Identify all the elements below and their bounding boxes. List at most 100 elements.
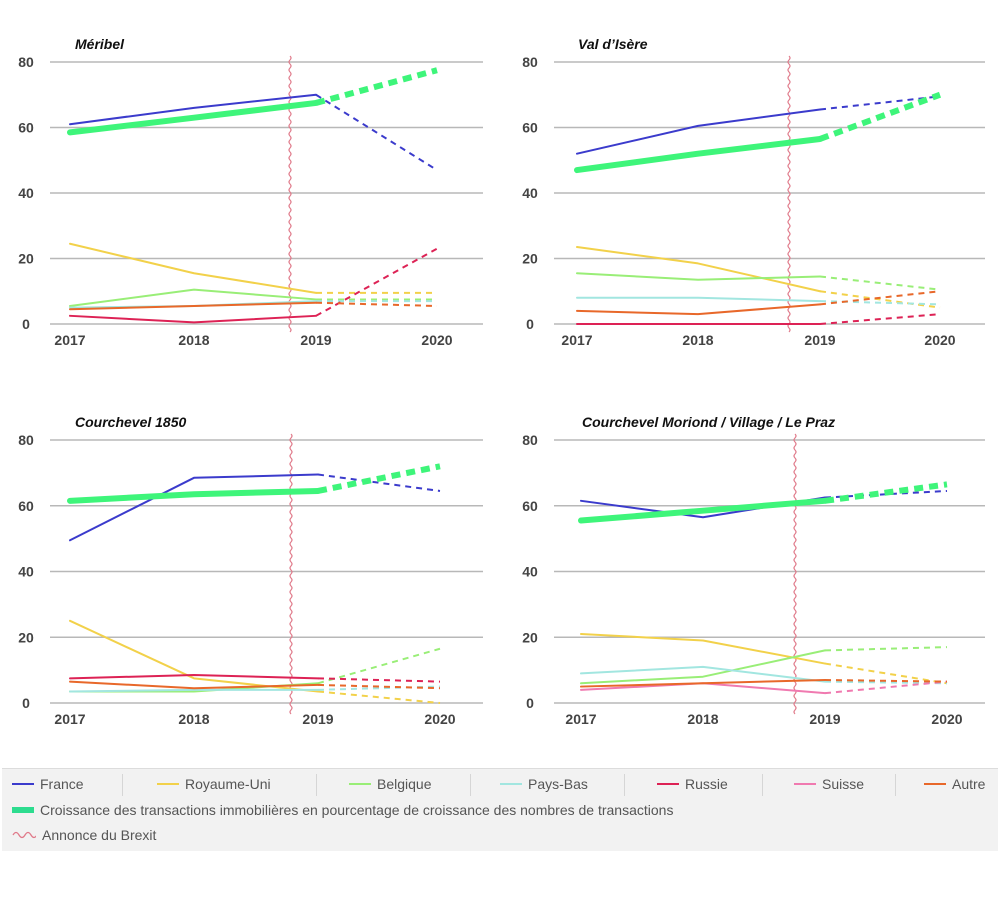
x-tick-label: 2020	[931, 711, 962, 727]
y-tick-label: 60	[18, 498, 34, 514]
series-russie-projection-line	[315, 247, 438, 317]
brexit-marker	[288, 55, 292, 333]
legend-item-growth[interactable]: Croissance des transactions immobilières…	[12, 801, 673, 819]
series-autre-projection-line	[317, 683, 441, 690]
series-belgique-line	[580, 649, 826, 685]
series-croissance-transactions-line	[67, 487, 321, 504]
x-tick-label: 2019	[809, 711, 840, 727]
y-tick-label: 40	[522, 564, 538, 580]
chart-panel-courchevel-1850: Courchevel 1850 0 20 40 60 80 2017 2018 2019 2020	[18, 414, 483, 727]
legend-item-pays-bas[interactable]: Pays-Bas	[500, 775, 588, 793]
x-tick-label: 2018	[178, 711, 209, 727]
series-croissance-transactions-projection-line	[824, 481, 948, 504]
brexit-marker	[787, 55, 791, 333]
legend-item-brexit[interactable]: Annonce du Brexit	[12, 826, 156, 844]
brexit-marker	[793, 433, 797, 715]
legend-swatch-russie	[657, 783, 679, 785]
series-autre-projection-line	[315, 301, 438, 307]
x-tick-label: 2018	[687, 711, 718, 727]
legend-label-pays-bas: Pays-Bas	[528, 776, 588, 792]
series-croissance-transactions-line	[578, 497, 828, 524]
legend-row-brexit: Annonce du Brexit	[2, 823, 998, 847]
series-croissance-transactions-projection-line	[818, 91, 942, 142]
legend-divider	[762, 774, 763, 796]
chart-title: Courchevel Moriond / Village / Le Praz	[582, 414, 835, 430]
x-tick-label: 2018	[178, 332, 209, 348]
legend-label-royaume-uni: Royaume-Uni	[185, 776, 271, 792]
series-croissance-transactions-projection-line	[315, 67, 438, 106]
series-france-projection-line	[317, 473, 441, 492]
legend-item-royaume-uni[interactable]: Royaume-Uni	[157, 775, 271, 793]
series-croissance-transactions-projection-line	[317, 463, 441, 494]
x-tick-label: 2019	[300, 332, 331, 348]
y-tick-label: 60	[522, 498, 538, 514]
legend-divider	[895, 774, 896, 796]
x-tick-label: 2019	[804, 332, 835, 348]
series-autre-projection-line	[824, 678, 948, 683]
series-royaume-uni-line	[576, 246, 821, 293]
y-tick-label: 80	[18, 432, 34, 448]
legend-item-belgique[interactable]: Belgique	[349, 775, 432, 793]
legend-row-series: France Royaume-Uni Belgique Pays-Bas Rus…	[2, 772, 998, 796]
y-tick-label: 20	[18, 251, 34, 267]
x-tick-label: 2017	[565, 711, 596, 727]
series-suisse-projection-line	[824, 680, 948, 695]
chart-title: Méribel	[75, 36, 125, 52]
series-autre-projection-line	[819, 290, 941, 306]
legend-label-autre: Autre	[952, 776, 986, 792]
y-tick-label: 80	[18, 54, 34, 70]
x-tick-label: 2017	[54, 332, 85, 348]
series-croissance-transactions-line	[574, 135, 823, 174]
series-autre-line	[69, 301, 317, 311]
legend-item-suisse[interactable]: Suisse	[794, 775, 864, 793]
series-croissance-transactions-line	[67, 99, 319, 136]
series-france-line	[69, 473, 319, 542]
y-tick-label: 0	[22, 316, 30, 332]
legend-label-france: France	[40, 776, 84, 792]
legend-item-autre[interactable]: Autre	[924, 775, 985, 793]
series-belgique-projection-line	[819, 275, 941, 291]
series-pays-bas-line	[69, 688, 319, 693]
y-tick-label: 40	[18, 564, 34, 580]
y-tick-label: 0	[22, 695, 30, 711]
y-tick-label: 80	[522, 432, 538, 448]
y-tick-label: 20	[522, 251, 538, 267]
legend-item-france[interactable]: France	[12, 775, 84, 793]
series-belgique-line	[69, 288, 317, 307]
legend-divider	[470, 774, 471, 796]
series-russie-line	[69, 674, 319, 680]
series-royaume-uni-line	[69, 619, 319, 693]
series-royaume-uni-projection-line	[317, 690, 441, 704]
legend-divider	[122, 774, 123, 796]
legend-label-brexit: Annonce du Brexit	[42, 827, 157, 843]
series-france-projection-line	[819, 95, 941, 111]
series-royaume-uni-line	[580, 632, 826, 665]
legend-swatch-growth	[12, 807, 34, 813]
legend-label-russie: Russie	[685, 776, 728, 792]
legend-swatch-france	[12, 783, 34, 785]
legend-swatch-autre	[924, 783, 946, 785]
series-france-line	[69, 93, 317, 126]
series-pays-bas-line	[580, 665, 826, 683]
x-tick-label: 2019	[302, 711, 333, 727]
x-tick-label: 2020	[421, 332, 452, 348]
series-belgique-line	[576, 272, 821, 281]
legend-label-growth: Croissance des transactions immobilières…	[40, 802, 674, 818]
chart-panel-courchevel-moriond-village-le-praz: Courchevel Moriond / Village / Le Praz 0 2…	[522, 414, 985, 727]
y-tick-label: 40	[522, 185, 538, 201]
legend-row-growth: Croissance des transactions immobilières…	[2, 798, 998, 822]
x-tick-label: 2020	[424, 711, 455, 727]
series-russie-projection-line	[819, 313, 941, 325]
series-russie-projection-line	[317, 677, 441, 683]
legend-swatch-belgique	[349, 783, 371, 785]
y-tick-label: 60	[18, 120, 34, 136]
y-tick-label: 20	[18, 629, 34, 645]
series-france-projection-line	[824, 489, 948, 499]
legend-label-suisse: Suisse	[822, 776, 865, 792]
legend-swatch-royaume-uni	[157, 783, 179, 785]
legend-swatch-suisse	[794, 783, 816, 785]
legend-item-russie[interactable]: Russie	[657, 775, 728, 793]
y-tick-label: 20	[522, 629, 538, 645]
series-autre-line	[580, 678, 826, 688]
